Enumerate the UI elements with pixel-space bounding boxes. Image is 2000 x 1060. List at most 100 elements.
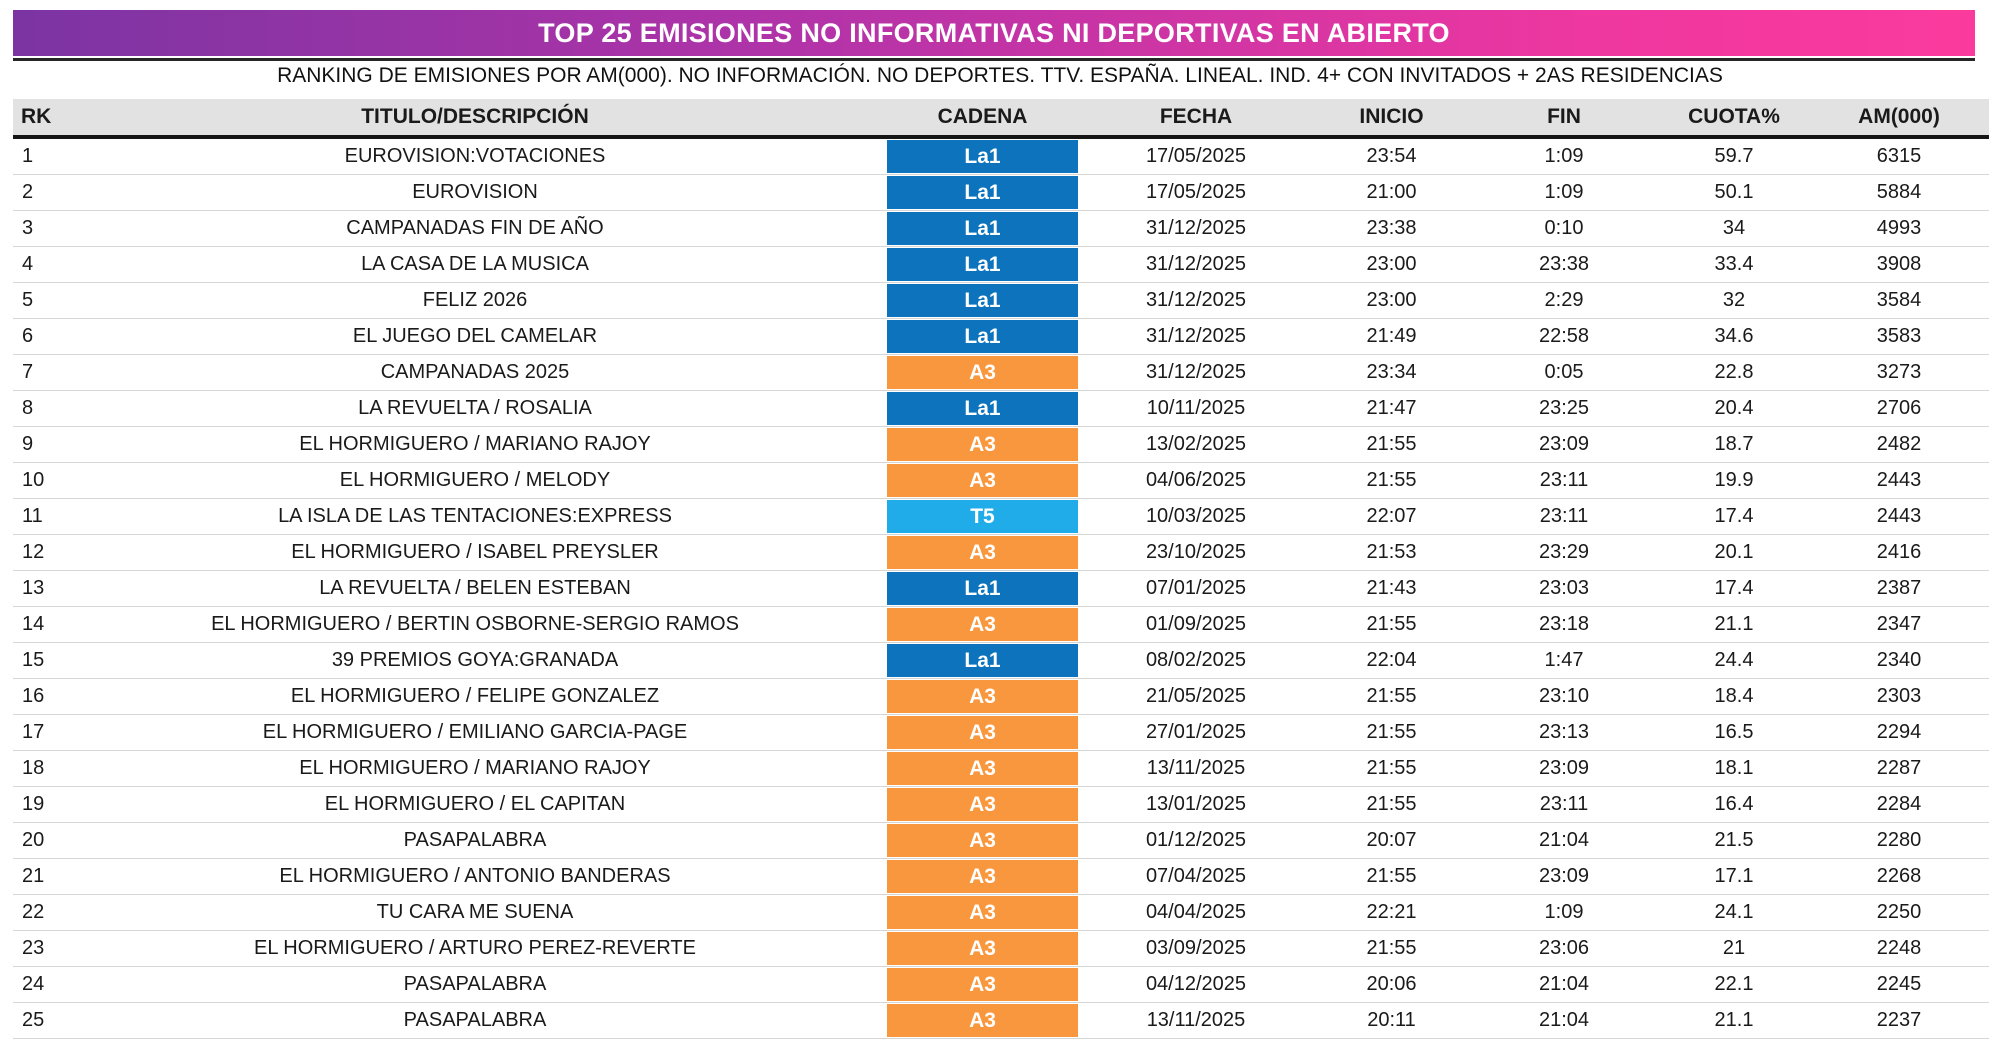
- cell-fin: 21:04: [1469, 822, 1659, 859]
- table-row: 18 EL HORMIGUERO / MARIANO RAJOY A3 13/11/2…: [13, 750, 1989, 787]
- cell-titulo: CAMPANADAS FIN DE AÑO: [63, 210, 887, 247]
- cell-fecha: 04/04/2025: [1078, 894, 1314, 931]
- cell-titulo: LA ISLA DE LAS TENTACIONES:EXPRESS: [63, 498, 887, 535]
- table-row: 8 LA REVUELTA / ROSALIA La1 10/11/2025 21:47…: [13, 390, 1989, 427]
- cell-cuota: 33.4: [1659, 246, 1809, 283]
- cell-am: 3273: [1809, 354, 1989, 391]
- column-header-titulo: TITULO/DESCRIPCIÓN: [63, 99, 887, 139]
- table-row: 20 PASAPALABRA A3 01/12/2025 20:07 21:04 21.5 2…: [13, 822, 1989, 859]
- cell-rk: 17: [13, 714, 63, 751]
- cell-cadena: A3: [887, 786, 1078, 823]
- cell-cadena: A3: [887, 966, 1078, 1003]
- cell-am: 2340: [1809, 642, 1989, 679]
- cell-am: 2248: [1809, 930, 1989, 967]
- cell-rk: 4: [13, 246, 63, 283]
- cell-am: 2294: [1809, 714, 1989, 751]
- cell-fin: 23:11: [1469, 786, 1659, 823]
- cell-cuota: 17.4: [1659, 498, 1809, 535]
- cell-inicio: 21:55: [1314, 606, 1469, 643]
- cell-cadena: La1: [887, 642, 1078, 679]
- table-header-row: RK TITULO/DESCRIPCIÓN CADENA FECHA INICI…: [13, 99, 1989, 139]
- channel-badge: A3: [887, 860, 1078, 893]
- cell-fin: 23:29: [1469, 534, 1659, 571]
- column-header-cuota: CUOTA%: [1659, 99, 1809, 139]
- cell-cadena: A3: [887, 894, 1078, 931]
- cell-titulo: EL HORMIGUERO / ARTURO PEREZ-REVERTE: [63, 930, 887, 967]
- cell-rk: 11: [13, 498, 63, 535]
- column-header-inicio: INICIO: [1314, 99, 1469, 139]
- page-subtitle: RANKING DE EMISIONES POR AM(000). NO INF…: [277, 64, 1723, 87]
- cell-titulo: PASAPALABRA: [63, 822, 887, 859]
- cell-inicio: 23:34: [1314, 354, 1469, 391]
- cell-fin: 1:09: [1469, 137, 1659, 175]
- subtitle-wrap: RANKING DE EMISIONES POR AM(000). NO INF…: [0, 64, 2000, 88]
- cell-fin: 23:11: [1469, 462, 1659, 499]
- cell-inicio: 21:55: [1314, 858, 1469, 895]
- cell-inicio: 21:00: [1314, 174, 1469, 211]
- cell-cadena: A3: [887, 534, 1078, 571]
- cell-fecha: 17/05/2025: [1078, 174, 1314, 211]
- cell-fecha: 27/01/2025: [1078, 714, 1314, 751]
- channel-badge: La1: [887, 140, 1078, 173]
- column-header-cadena: CADENA: [887, 99, 1078, 139]
- cell-inicio: 23:00: [1314, 246, 1469, 283]
- cell-cuota: 50.1: [1659, 174, 1809, 211]
- cell-rk: 9: [13, 426, 63, 463]
- title-bar: TOP 25 EMISIONES NO INFORMATIVAS NI DEPO…: [13, 10, 1975, 56]
- cell-cadena: A3: [887, 606, 1078, 643]
- cell-fecha: 17/05/2025: [1078, 137, 1314, 175]
- table-row: 7 CAMPANADAS 2025 A3 31/12/2025 23:34 0:05 22.…: [13, 354, 1989, 391]
- cell-fin: 22:58: [1469, 318, 1659, 355]
- table-row: 13 LA REVUELTA / BELEN ESTEBAN La1 07/01/20…: [13, 570, 1989, 607]
- channel-badge: La1: [887, 212, 1078, 245]
- cell-am: 2443: [1809, 498, 1989, 535]
- cell-cadena: La1: [887, 137, 1078, 175]
- cell-titulo: EL HORMIGUERO / FELIPE GONZALEZ: [63, 678, 887, 715]
- cell-inicio: 21:55: [1314, 750, 1469, 787]
- cell-fin: 23:10: [1469, 678, 1659, 715]
- cell-fin: 23:38: [1469, 246, 1659, 283]
- cell-cadena: A3: [887, 678, 1078, 715]
- cell-rk: 22: [13, 894, 63, 931]
- cell-am: 2287: [1809, 750, 1989, 787]
- column-header-fecha: FECHA: [1078, 99, 1314, 139]
- cell-titulo: TU CARA ME SUENA: [63, 894, 887, 931]
- cell-inicio: 21:55: [1314, 786, 1469, 823]
- cell-cadena: La1: [887, 282, 1078, 319]
- cell-cuota: 17.1: [1659, 858, 1809, 895]
- cell-fecha: 01/09/2025: [1078, 606, 1314, 643]
- cell-fin: 23:13: [1469, 714, 1659, 751]
- cell-cuota: 18.7: [1659, 426, 1809, 463]
- cell-fecha: 31/12/2025: [1078, 246, 1314, 283]
- cell-titulo: LA REVUELTA / ROSALIA: [63, 390, 887, 427]
- cell-cuota: 21.1: [1659, 1002, 1809, 1039]
- column-header-fin: FIN: [1469, 99, 1659, 139]
- page-title: TOP 25 EMISIONES NO INFORMATIVAS NI DEPO…: [538, 17, 1450, 48]
- cell-cuota: 21.5: [1659, 822, 1809, 859]
- cell-fecha: 13/02/2025: [1078, 426, 1314, 463]
- channel-badge: A3: [887, 536, 1078, 569]
- cell-titulo: PASAPALABRA: [63, 966, 887, 1003]
- cell-cuota: 19.9: [1659, 462, 1809, 499]
- channel-badge: A3: [887, 752, 1078, 785]
- cell-titulo: EL HORMIGUERO / MARIANO RAJOY: [63, 750, 887, 787]
- cell-rk: 6: [13, 318, 63, 355]
- cell-cuota: 17.4: [1659, 570, 1809, 607]
- table-row: 12 EL HORMIGUERO / ISABEL PREYSLER A3 23/10…: [13, 534, 1989, 571]
- cell-rk: 23: [13, 930, 63, 967]
- channel-badge: A3: [887, 824, 1078, 857]
- cell-cuota: 16.4: [1659, 786, 1809, 823]
- cell-cuota: 18.4: [1659, 678, 1809, 715]
- cell-cuota: 21: [1659, 930, 1809, 967]
- cell-inicio: 21:43: [1314, 570, 1469, 607]
- cell-fin: 1:09: [1469, 174, 1659, 211]
- cell-rk: 24: [13, 966, 63, 1003]
- cell-fecha: 31/12/2025: [1078, 282, 1314, 319]
- cell-rk: 18: [13, 750, 63, 787]
- cell-inicio: 21:47: [1314, 390, 1469, 427]
- cell-cadena: La1: [887, 318, 1078, 355]
- table-row: 3 CAMPANADAS FIN DE AÑO La1 31/12/2025 23:38…: [13, 210, 1989, 247]
- cell-am: 3583: [1809, 318, 1989, 355]
- cell-fin: 23:18: [1469, 606, 1659, 643]
- cell-titulo: LA REVUELTA / BELEN ESTEBAN: [63, 570, 887, 607]
